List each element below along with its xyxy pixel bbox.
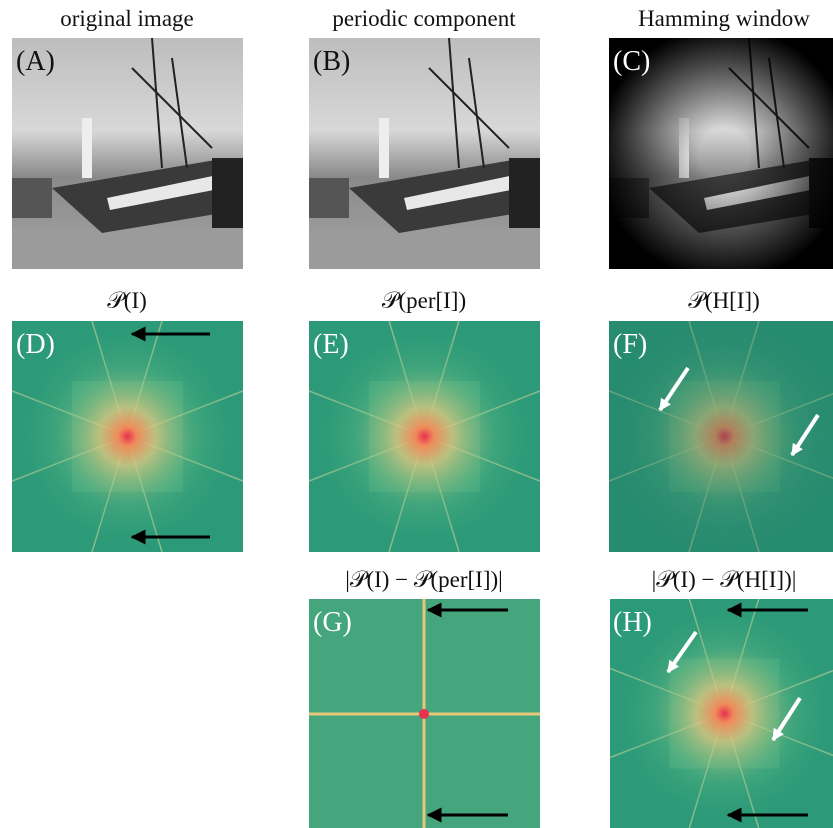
panel-title: 𝒫(I) — [107, 288, 147, 313]
panel-title: |𝒫(I) − 𝒫(per[I])| — [345, 567, 503, 592]
panel-title: |𝒫(I) − 𝒫(H[I])| — [652, 567, 797, 592]
panel-label: (D) — [16, 329, 55, 360]
figure: original image(A) periodic component (B) Ha… — [0, 0, 833, 828]
panel-title: 𝒫(per[I]) — [382, 288, 466, 313]
panel-label: (G) — [313, 607, 352, 638]
panel-label: (E) — [313, 329, 349, 360]
panel-label: (B) — [313, 46, 350, 77]
panel-label: (A) — [16, 46, 55, 77]
panel-label: (C) — [613, 46, 650, 77]
panel-title: 𝒫(H[I]) — [688, 288, 760, 313]
panel-label: (F) — [613, 329, 647, 360]
panel-title: Hamming window — [638, 6, 810, 31]
panel-title: original image — [60, 6, 194, 31]
panel-label: (H) — [613, 607, 652, 638]
panel-title: periodic component — [332, 6, 516, 31]
